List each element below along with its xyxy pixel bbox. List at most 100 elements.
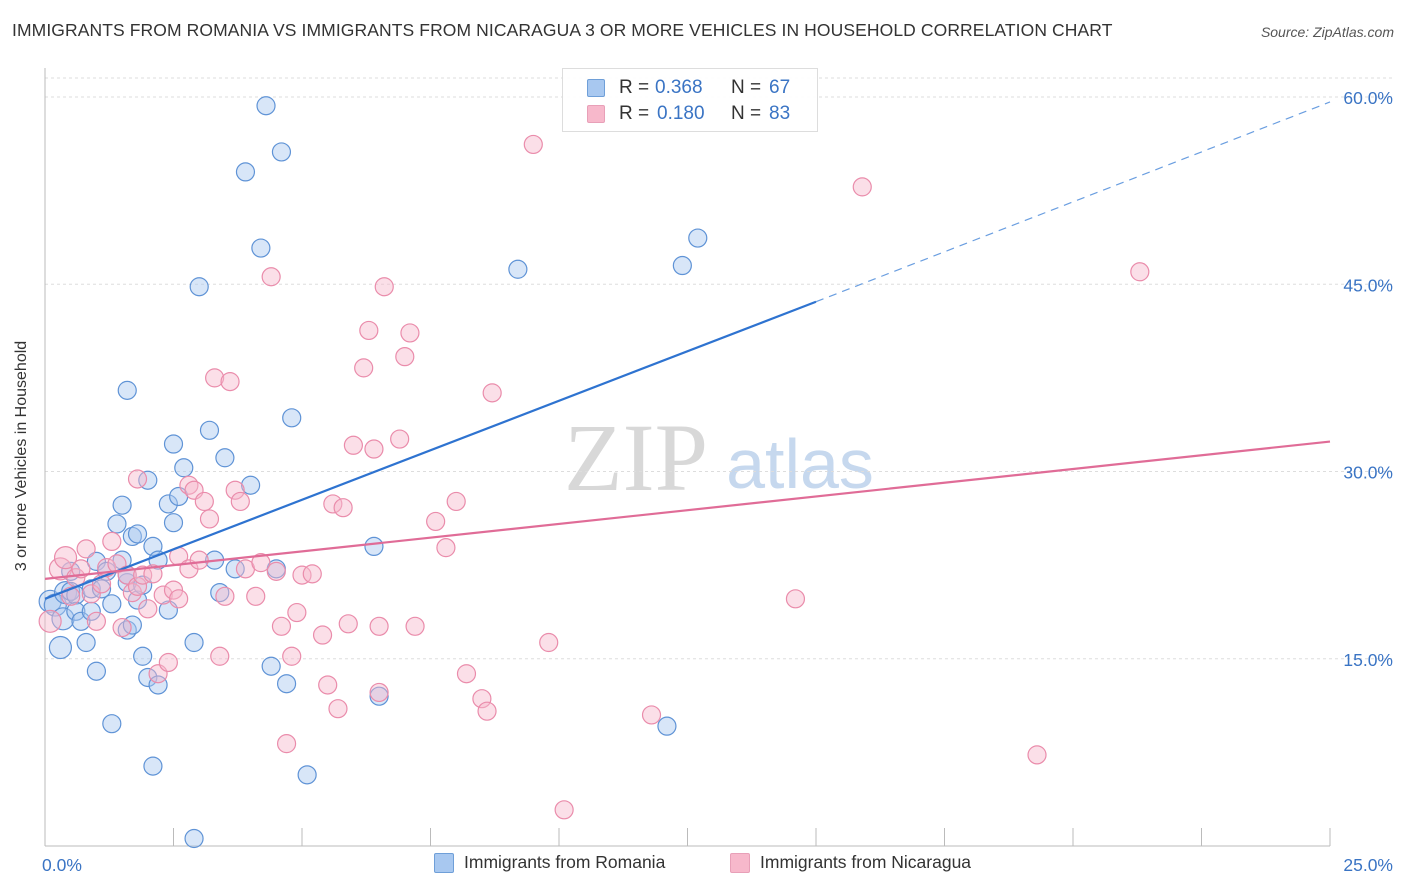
data-point-nicaragua: [302, 564, 322, 584]
data-point-nicaragua: [102, 531, 122, 552]
data-point-romania: [189, 277, 209, 297]
y-tick-label: 15.0%: [1343, 650, 1393, 670]
data-point-nicaragua: [328, 699, 348, 719]
data-point-romania: [225, 559, 245, 579]
data-point-nicaragua: [189, 550, 209, 570]
data-point-nicaragua: [153, 585, 173, 605]
data-point-nicaragua: [266, 561, 286, 581]
data-point-romania: [86, 661, 107, 681]
data-point-romania: [235, 162, 256, 182]
y-axis-label: 3 or more Vehicles in Household: [13, 340, 30, 572]
watermark: ZIP atlas: [564, 404, 874, 511]
data-point-romania: [158, 494, 178, 514]
data-point-nicaragua: [482, 383, 502, 403]
data-point-romania: [102, 594, 122, 614]
data-point-nicaragua: [523, 134, 543, 155]
data-point-nicaragua: [230, 491, 250, 512]
data-point-nicaragua: [81, 584, 101, 604]
data-point-nicaragua: [369, 616, 389, 636]
data-point-nicaragua: [1130, 262, 1150, 282]
data-point-nicaragua: [38, 609, 62, 633]
x-tick-label: 25.0%: [1343, 855, 1393, 875]
data-point-nicaragua: [405, 616, 425, 636]
data-point-nicaragua: [292, 565, 312, 585]
data-point-nicaragua: [400, 323, 420, 343]
legend-r-label: R =: [619, 103, 650, 124]
data-point-romania: [184, 828, 204, 849]
data-point-nicaragua: [446, 491, 466, 512]
watermark-zip: ZIP: [564, 404, 708, 511]
data-point-nicaragua: [364, 439, 384, 459]
data-point-romania: [138, 667, 158, 688]
data-point-nicaragua: [287, 602, 307, 623]
data-point-nicaragua: [143, 564, 163, 584]
data-point-romania: [71, 611, 91, 631]
data-point-nicaragua: [338, 614, 358, 634]
data-point-nicaragua: [374, 277, 394, 297]
data-point-romania: [143, 756, 163, 776]
legend-r-value: 0.180: [657, 103, 705, 124]
data-point-nicaragua: [323, 494, 343, 514]
data-point-nicaragua: [251, 553, 271, 573]
data-point-romania: [364, 536, 384, 557]
data-point-nicaragua: [456, 664, 477, 684]
data-point-nicaragua: [276, 734, 297, 754]
data-point-nicaragua: [472, 689, 492, 709]
legend-n-label: N =: [731, 77, 762, 98]
data-point-nicaragua: [71, 559, 91, 579]
trend-lines: [44, 101, 1331, 600]
data-point-romania: [76, 632, 96, 653]
data-point-nicaragua: [194, 491, 214, 512]
y-tick-label: 30.0%: [1343, 463, 1393, 483]
data-point-romania: [210, 582, 230, 603]
data-point-nicaragua: [477, 701, 497, 721]
chart-title: IMMIGRANTS FROM ROMANIA VS IMMIGRANTS FR…: [12, 20, 1113, 40]
data-point-romania: [251, 238, 271, 258]
data-point-nicaragua: [333, 498, 353, 518]
data-point-nicaragua: [436, 538, 456, 558]
data-point-nicaragua: [369, 682, 389, 703]
data-point-romania: [261, 656, 281, 676]
data-point-nicaragua: [76, 539, 96, 559]
data-point-nicaragua: [271, 616, 292, 636]
data-point-romania: [138, 470, 158, 490]
legend-swatch-nicaragua: [587, 105, 605, 123]
data-point-romania: [163, 434, 184, 454]
data-points: [38, 96, 1150, 849]
bottom-legend-label-nicaragua: Immigrants from Nicaragua: [760, 852, 972, 872]
data-point-nicaragua: [133, 565, 153, 585]
data-point-nicaragua: [312, 625, 333, 645]
data-point-romania: [271, 142, 292, 162]
data-point-nicaragua: [246, 586, 266, 606]
data-point-romania: [184, 632, 204, 653]
data-point-romania: [163, 513, 184, 533]
data-point-romania: [66, 601, 86, 621]
data-point-romania: [508, 259, 528, 279]
data-point-nicaragua: [127, 576, 148, 596]
data-point-nicaragua: [261, 267, 281, 287]
legend: R = 0.368 N = 67 R = 0.180 N = 83: [562, 68, 818, 132]
data-point-romania: [672, 255, 692, 276]
data-point-nicaragua: [225, 480, 245, 500]
x-tick-label: 0.0%: [42, 855, 82, 875]
legend-n-value: 83: [769, 103, 791, 124]
trend-line-romania-projection: [815, 101, 1331, 303]
bottom-legend-swatch-nicaragua: [730, 853, 750, 873]
data-point-nicaragua: [158, 652, 178, 673]
data-point-nicaragua: [205, 368, 225, 388]
data-point-nicaragua: [138, 599, 158, 619]
data-point-romania: [199, 420, 220, 440]
data-point-nicaragua: [343, 435, 363, 455]
data-point-romania: [117, 380, 137, 400]
data-point-nicaragua: [359, 320, 379, 341]
data-point-romania: [48, 635, 73, 660]
data-point-nicaragua: [539, 632, 559, 653]
data-point-nicaragua: [318, 675, 338, 695]
data-point-nicaragua: [86, 611, 107, 631]
data-point-romania: [688, 228, 708, 248]
data-point-nicaragua: [852, 177, 872, 197]
data-point-nicaragua: [785, 589, 806, 609]
data-point-nicaragua: [395, 347, 415, 367]
data-point-nicaragua: [122, 582, 142, 603]
data-point-romania: [107, 514, 127, 534]
